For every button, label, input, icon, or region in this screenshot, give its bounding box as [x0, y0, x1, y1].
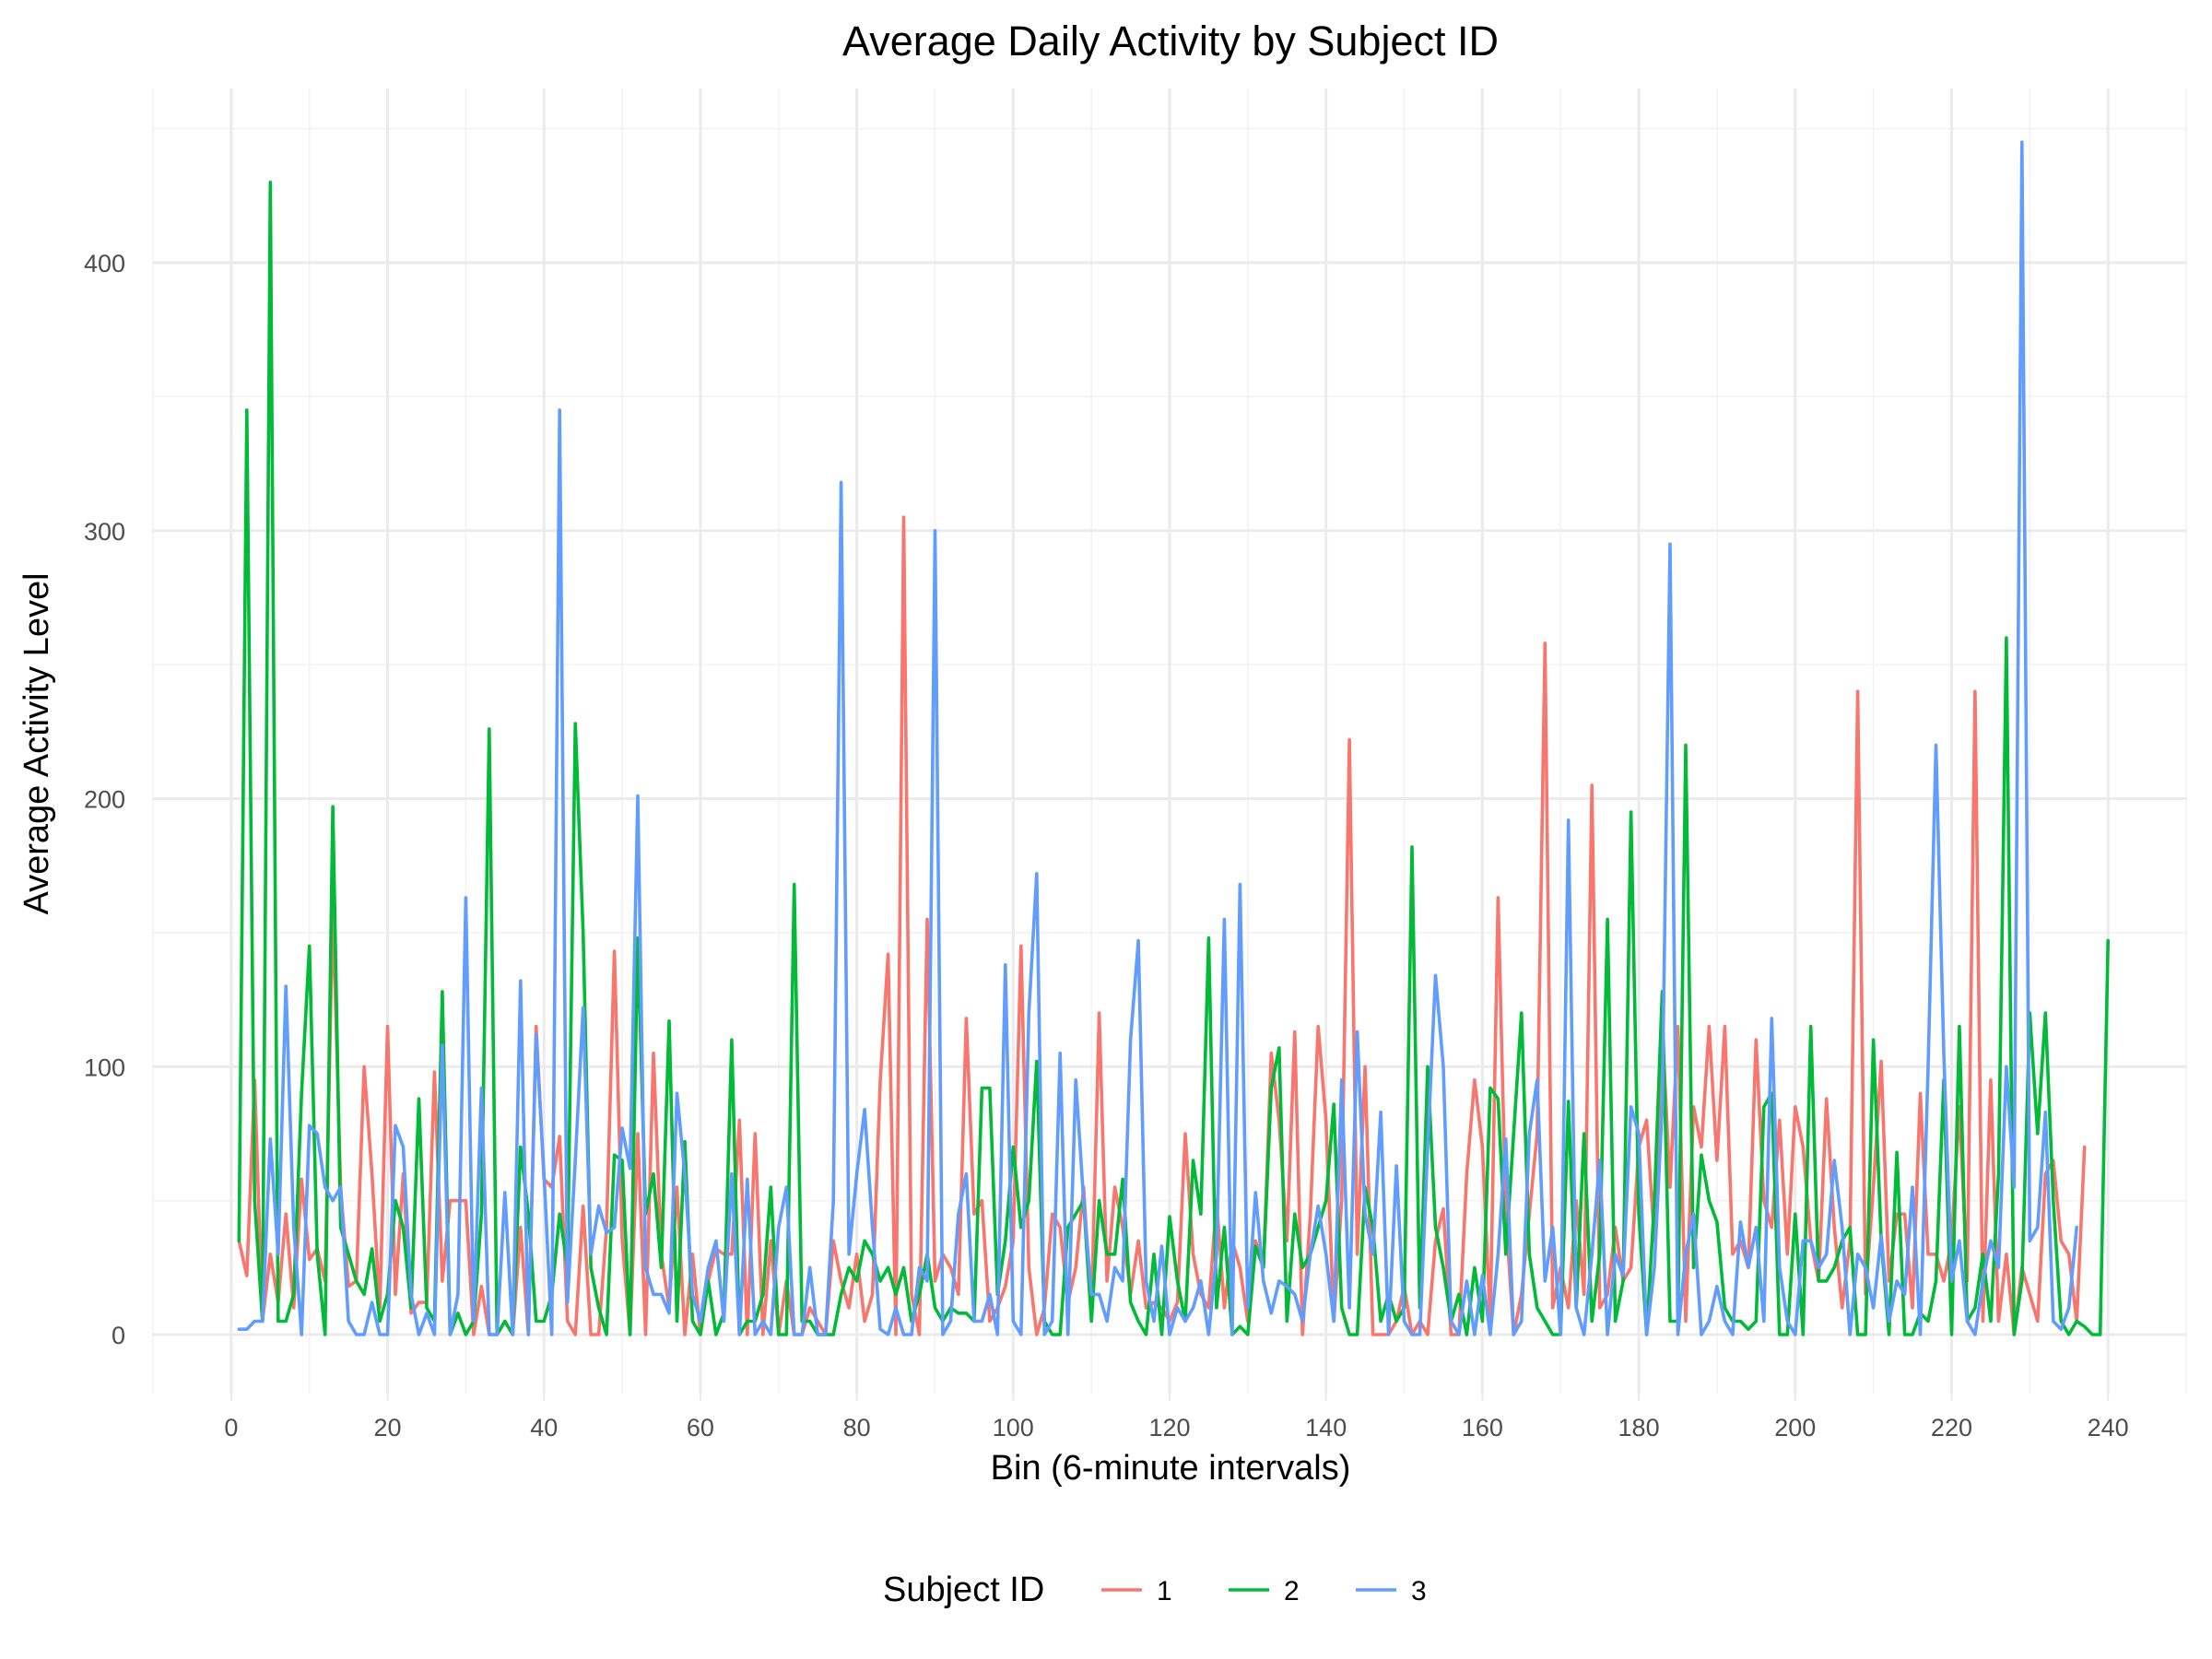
legend-label-3: 3: [1411, 1576, 1427, 1606]
y-axis-title: Average Activity Level: [18, 572, 56, 914]
x-tick-label: 40: [530, 1414, 558, 1441]
legend-label-1: 1: [1157, 1576, 1172, 1606]
x-tick-label: 240: [2088, 1414, 2129, 1441]
y-tick-label: 400: [84, 250, 125, 277]
y-tick-label: 200: [84, 786, 125, 814]
series-line-3: [237, 140, 2078, 1336]
x-tick-label: 220: [1931, 1414, 1972, 1441]
y-tick-label: 0: [112, 1322, 125, 1349]
x-tick-label: 120: [1148, 1414, 1190, 1441]
y-tick-label: 300: [84, 518, 125, 546]
series-line-2: [237, 181, 2110, 1336]
chart-title: Average Daily Activity by Subject ID: [842, 18, 1499, 65]
legend-label-2: 2: [1284, 1576, 1300, 1606]
x-tick-label: 200: [1774, 1414, 1816, 1441]
legend-items: 1 2 3: [1101, 1576, 1427, 1606]
x-tick-label: 0: [224, 1414, 238, 1441]
y-tick-label: 100: [84, 1053, 125, 1081]
series-lines: [237, 140, 2110, 1336]
x-tick-label: 20: [374, 1414, 402, 1441]
x-tick-label: 100: [993, 1414, 1034, 1441]
x-axis-title: Bin (6-minute intervals): [991, 1449, 1351, 1488]
x-tick-label: 60: [687, 1414, 714, 1441]
x-axis-ticks: 0 20 40 60 80 100 120 140 160 180 200 220 240: [224, 1394, 2129, 1441]
grid: [152, 88, 2187, 1394]
legend-title: Subject ID: [883, 1571, 1044, 1609]
legend: Subject ID 1 2 3: [883, 1571, 1427, 1609]
x-tick-label: 80: [843, 1414, 871, 1441]
x-tick-label: 140: [1305, 1414, 1347, 1441]
x-tick-label: 160: [1462, 1414, 1503, 1441]
x-tick-label: 180: [1618, 1414, 1660, 1441]
y-axis-ticks: 0 100 200 300 400: [84, 250, 125, 1349]
